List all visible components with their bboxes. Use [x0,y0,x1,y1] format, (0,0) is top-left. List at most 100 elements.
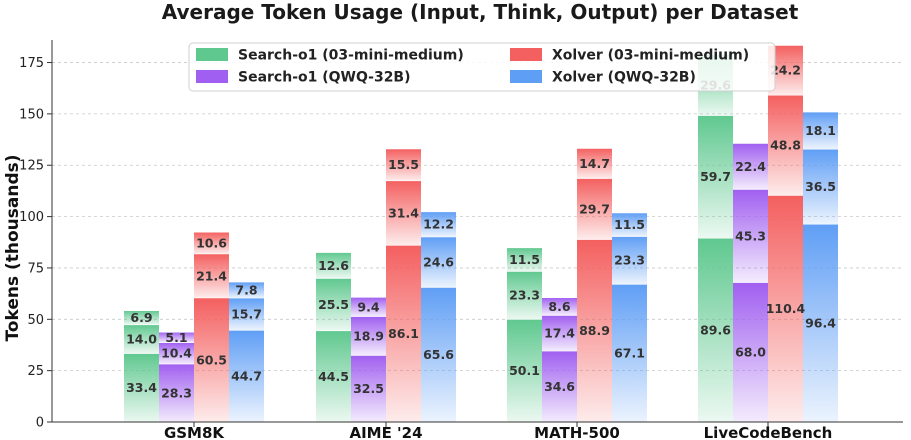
bar-value-label: 60.5 [196,352,227,367]
bar-math-500-search-o1-qwq-32b-output [542,297,577,316]
bar-livecodebench-search-o1-qwq-32b-output [733,143,768,190]
bar-livecodebench-search-o1-03-mini-medium-input [698,237,733,422]
x-tick-label-gsm8k: GSM8K [164,424,225,440]
bar-math-500-search-o1-qwq-32b-think [542,315,577,351]
bar-livecodebench-search-o1-qwq-32b-input [733,282,768,422]
y-tick-label: 50 [27,313,44,328]
bar-aime-24-search-o1-qwq-32b-input [351,355,386,422]
bar-value-label: 68.0 [735,345,766,360]
bar-value-label: 6.9 [130,310,152,325]
bar-value-label: 15.7 [231,307,262,322]
bar-livecodebench-xolver-03-mini-medium-think [768,94,803,196]
bar-aime-24-search-o1-03-mini-medium-think [316,278,351,331]
bar-value-label: 23.3 [614,253,645,268]
bar-value-label: 24.6 [423,254,454,269]
bar-aime-24-xolver-03-mini-medium-input [386,245,421,422]
y-tick-label: 0 [36,416,44,431]
legend-swatch-xolver-qwq-32b [510,70,542,83]
chart-title: Average Token Usage (Input, Think, Outpu… [161,0,799,24]
bar-livecodebench-xolver-03-mini-medium-input [768,195,803,422]
bar-value-label: 67.1 [614,346,645,361]
x-tick-label-livecodebench: LiveCodeBench [704,424,833,440]
bar-gsm8k-search-o1-qwq-32b-input [159,363,194,422]
bar-value-label: 96.4 [805,315,836,330]
bar-math-500-xolver-qwq-32b-input [612,284,647,422]
bar-math-500-xolver-qwq-32b-think [612,236,647,285]
bar-value-label: 44.7 [231,369,262,384]
legend-label-search-o1-qwq-32b: Search-o1 (QWQ-32B) [238,70,411,86]
bar-gsm8k-search-o1-qwq-32b-think [159,342,194,364]
x-tick-label-math-500: MATH-500 [534,424,620,440]
bar-value-label: 110.4 [766,301,806,316]
bar-livecodebench-xolver-qwq-32b-think [803,149,838,224]
bar-math-500-xolver-qwq-32b-output [612,212,647,237]
bar-value-label: 24.2 [770,63,801,78]
bar-value-label: 88.9 [579,323,610,338]
bar-value-label: 44.5 [318,369,349,384]
bar-value-label: 23.3 [509,288,540,303]
bar-value-label: 11.5 [509,252,540,267]
bar-value-label: 8.6 [548,299,570,314]
bar-value-label: 36.5 [805,179,836,194]
bar-math-500-search-o1-qwq-32b-input [542,350,577,422]
bars-layer [124,44,838,422]
bar-gsm8k-search-o1-03-mini-medium-input [124,353,159,422]
bar-gsm8k-xolver-03-mini-medium-think [194,253,229,298]
bar-value-label: 33.4 [126,380,157,395]
y-tick-label: 25 [27,364,44,379]
legend-label-search-o1-03-mini-medium: Search-o1 (03-mini-medium) [238,48,464,64]
legend-swatch-xolver-03-mini-medium [510,48,542,61]
bar-value-label: 65.6 [423,347,454,362]
legend-swatch-search-o1-03-mini-medium [196,48,228,61]
bar-value-label: 86.1 [388,326,419,341]
bar-value-label: 7.8 [235,282,257,297]
bar-math-500-xolver-03-mini-medium-output [577,148,612,179]
legend-label-xolver-03-mini-medium: Xolver (03-mini-medium) [552,48,749,64]
bar-value-label: 12.2 [423,217,454,232]
bar-value-label: 12.6 [318,258,349,273]
bar-value-label: 22.4 [735,159,766,174]
bar-gsm8k-xolver-03-mini-medium-input [194,297,229,422]
bar-value-label: 48.8 [770,138,801,153]
bar-value-label: 25.5 [318,297,349,312]
legend: Search-o1 (03-mini-medium) Search-o1 (QWQ… [188,42,776,92]
bar-gsm8k-search-o1-03-mini-medium-output [124,310,159,325]
legend-box [188,42,776,92]
bar-gsm8k-xolver-03-mini-medium-output [194,232,229,254]
bar-value-label: 31.4 [388,205,419,220]
bar-livecodebench-xolver-qwq-32b-input [803,223,838,422]
bar-value-label: 15.5 [388,157,419,172]
bar-livecodebench-xolver-qwq-32b-output [803,111,838,150]
bar-aime-24-search-o1-qwq-32b-output [351,297,386,317]
bar-value-label: 10.4 [161,346,192,361]
bar-value-label: 50.1 [509,363,540,378]
legend-swatch-search-o1-qwq-32b [196,70,228,83]
bar-value-label: 14.0 [126,332,157,347]
bar-livecodebench-search-o1-qwq-32b-think [733,189,768,283]
bar-aime-24-xolver-qwq-32b-input [421,287,456,422]
bar-value-label: 29.7 [579,201,610,216]
bar-math-500-search-o1-03-mini-medium-think [507,271,542,320]
bar-value-label: 18.1 [805,123,836,138]
bar-gsm8k-xolver-qwq-32b-output [229,281,264,298]
bar-gsm8k-xolver-qwq-32b-think [229,297,264,331]
y-tick-label: 175 [19,56,44,71]
bar-livecodebench-search-o1-03-mini-medium-think [698,115,733,238]
bar-aime-24-search-o1-qwq-32b-think [351,316,386,356]
bar-value-label: 45.3 [735,228,766,243]
bar-aime-24-xolver-03-mini-medium-think [386,180,421,246]
bar-gsm8k-search-o1-03-mini-medium-think [124,324,159,354]
y-axis-title: Tokens (thousands) [3,154,23,341]
bar-value-label: 10.6 [196,235,227,250]
y-tick-label: 150 [19,107,44,122]
bar-gsm8k-search-o1-qwq-32b-output [159,332,194,343]
bar-gsm8k-xolver-qwq-32b-input [229,330,264,422]
bar-aime-24-search-o1-03-mini-medium-output [316,252,351,279]
bar-aime-24-search-o1-03-mini-medium-input [316,330,351,422]
bar-value-label: 32.5 [353,381,384,396]
bar-value-label: 17.4 [544,326,575,341]
bar-value-label: 9.4 [357,299,379,314]
y-tick-label: 125 [19,159,44,174]
bar-value-label: 28.3 [161,385,192,400]
